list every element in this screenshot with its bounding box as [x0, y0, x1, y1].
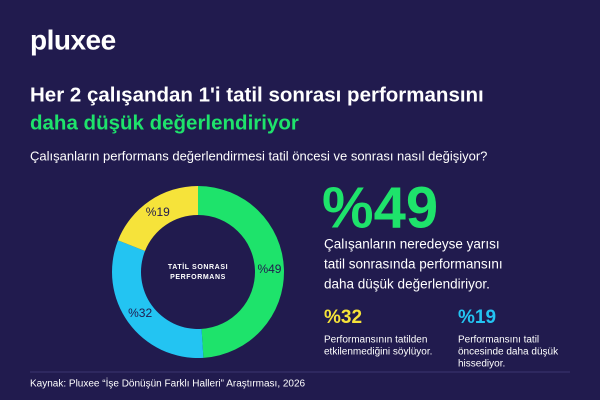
donut-segment: [112, 240, 204, 358]
logo: pluxee: [30, 24, 116, 55]
donut-segment: [118, 186, 198, 252]
value-label: %19: [146, 205, 170, 219]
value-label: %32: [128, 306, 152, 320]
title: Her 2 çalışandan 1'i tatil sonrası perfo…: [30, 83, 484, 106]
donut-chart: %49 %32 %19 TATİL SONRASI PERFORMANS: [112, 186, 284, 358]
stat-text: Performansının tatilden: [324, 335, 427, 346]
highlight-value: %49: [322, 175, 438, 240]
stats: %32 Performansının tatildenetkilenmediğin…: [324, 307, 559, 370]
stat-text: Performansını tatil: [458, 335, 539, 346]
stat-text: hissediyor.: [458, 359, 505, 370]
source: Kaynak: Pluxee “İşe Dönüşün Farklı Halle…: [30, 377, 306, 390]
highlight-line: Çalışanların neredeyse yarısı: [324, 237, 500, 252]
question: Çalışanların performans değerlendirmesi …: [30, 148, 487, 163]
highlight-line: tatil sonrasında performansını: [324, 257, 503, 272]
stat-text: etkilenmediğini söylüyor.: [324, 347, 432, 358]
stat-value: %32: [324, 307, 362, 328]
highlight-text: Çalışanların neredeyse yarısı tatil sonra…: [324, 237, 503, 292]
center-label: PERFORMANS: [170, 274, 226, 281]
center-label: TATİL SONRASI: [168, 263, 228, 271]
stat-text: öncesinde daha düşük: [458, 347, 559, 358]
value-label: %49: [257, 262, 281, 276]
highlight-line: daha düşük değerlendiriyor.: [324, 277, 490, 292]
donut-segment: [198, 186, 284, 358]
stat-value: %19: [458, 307, 496, 328]
title-highlight: daha düşük değerlendiriyor: [30, 111, 299, 134]
